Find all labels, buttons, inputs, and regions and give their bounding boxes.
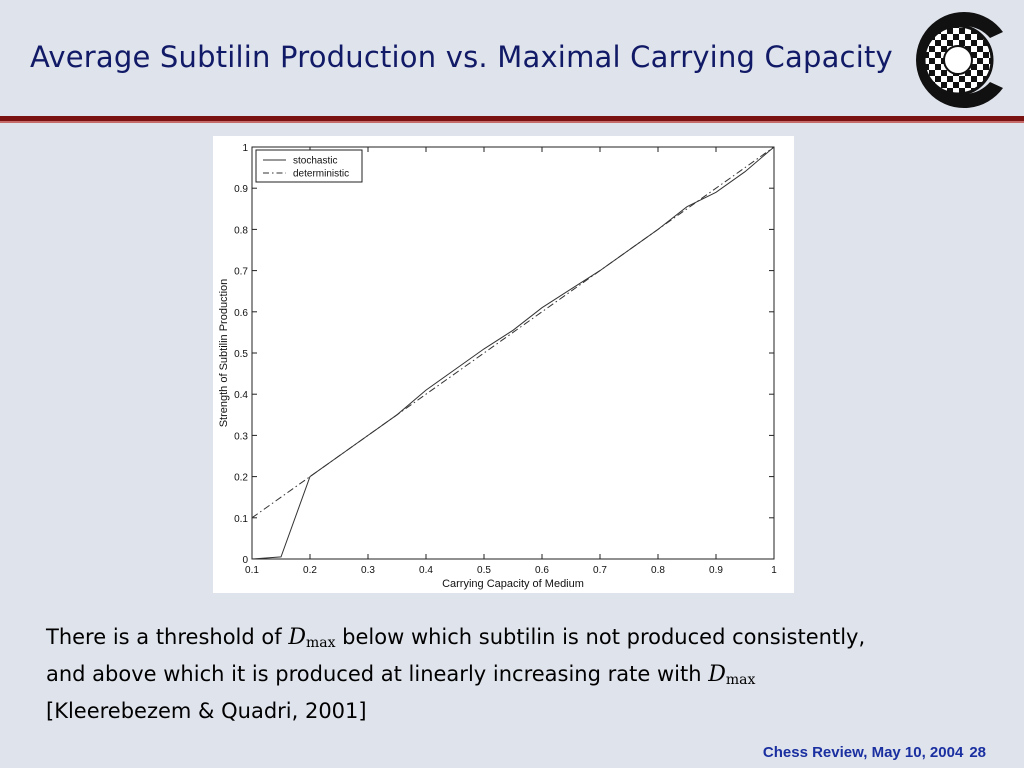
caption-text-1a: There is a threshold of (46, 625, 289, 649)
footer: Chess Review, May 10, 2004 28 (757, 744, 986, 761)
title-rule-highlight (0, 121, 1024, 123)
y-tick-label: 1 (242, 143, 248, 154)
x-tick-label: 0.5 (477, 565, 491, 576)
y-tick-label: 0.1 (234, 514, 248, 525)
slide-title: Average Subtilin Production vs. Maximal … (30, 40, 893, 74)
y-tick-label: 0.8 (234, 225, 248, 236)
y-axis-label: Strength of Subtilin Production (218, 279, 230, 428)
caption-text-2: and above which it is produced at linear… (46, 662, 709, 686)
caption: There is a threshold of Dmax below which… (46, 622, 1006, 727)
legend-label-deterministic: deterministic (293, 169, 349, 180)
x-tick-label: 0.4 (419, 565, 433, 576)
legend-label-stochastic: stochastic (293, 156, 337, 167)
y-tick-label: 0 (242, 555, 248, 566)
chart-panel: 0.1 0.2 0.3 0.4 0.5 0.6 0.7 0.8 0.9 1 0 0.1 0.2 0.3 0.… (213, 136, 794, 593)
logo (893, 10, 1015, 110)
series-line-deterministic (251, 146, 775, 519)
chess-logo-icon (916, 12, 1015, 108)
legend-box (255, 149, 363, 183)
line-chart: 0.1 0.2 0.3 0.4 0.5 0.6 0.7 0.8 0.9 100.10.20.30.… (218, 143, 777, 590)
x-axis-label: Carrying Capacity of Medium (442, 578, 584, 590)
d-subscript-2: max (725, 672, 756, 688)
footer-text: Chess Review, May 10, 2004 (762, 744, 964, 761)
x-tick-label: 0.3 (361, 565, 375, 576)
plot-area (251, 146, 775, 560)
caption-line-1: There is a threshold of Dmax below which… (46, 622, 1006, 659)
title-rule (0, 116, 1024, 121)
caption-text-1b: below which subtilin is not produced con… (335, 625, 866, 649)
y-tick-label: 0.5 (234, 349, 248, 360)
x-tick-label: 0.9 (709, 565, 723, 576)
x-tick-label: 1 (771, 565, 777, 576)
y-tick-label: 0.6 (234, 308, 248, 319)
page-number: 28 (969, 744, 986, 761)
x-tick-label: 0.1 (245, 565, 259, 576)
y-tick-label: 0.3 (234, 431, 248, 442)
y-tick-label: 0.4 (234, 390, 248, 401)
d-symbol: D (288, 625, 306, 650)
caption-line-2: and above which it is produced at linear… (46, 659, 1006, 696)
d-symbol-2: D (708, 662, 726, 687)
x-tick-label: 0.6 (535, 565, 549, 576)
x-tick-label: 0.8 (651, 565, 665, 576)
x-tick-label: 0.7 (593, 565, 607, 576)
y-tick-label: 0.2 (234, 473, 248, 484)
d-subscript: max (305, 635, 336, 651)
x-tick-label: 0.2 (303, 565, 317, 576)
y-tick-label: 0.7 (234, 267, 248, 278)
y-tick-label: 0.9 (234, 184, 248, 195)
caption-line-3: [Kleerebezem & Quadri, 2001] (46, 699, 367, 723)
